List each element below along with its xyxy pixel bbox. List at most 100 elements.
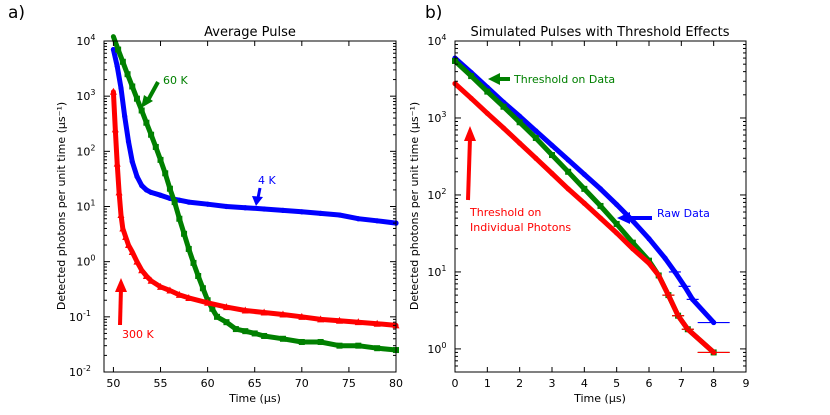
data-point [133, 257, 141, 265]
x-tick-label: 60 [201, 377, 215, 390]
data-point [646, 260, 652, 266]
data-point [242, 328, 249, 335]
data-point [115, 46, 122, 53]
y-tick-label: 10-1 [69, 309, 91, 324]
data-point [317, 315, 325, 323]
data-point [115, 188, 123, 196]
panel-b-ylabel: Detected photons per unit time (μs⁻¹) [408, 102, 421, 310]
annotation-raw-data-text: Raw Data [657, 207, 710, 220]
data-point [630, 246, 636, 252]
data-point [138, 107, 145, 114]
x-tick-label: 75 [342, 377, 356, 390]
data-point [299, 209, 305, 215]
panel-a-plot-area [109, 34, 400, 354]
data-point [110, 46, 117, 53]
data-point [242, 205, 248, 211]
data-point [143, 119, 150, 126]
data-point [581, 200, 587, 206]
data-point [298, 312, 306, 320]
data-point [119, 58, 126, 65]
y-tick-label: 104 [76, 33, 95, 48]
data-point [656, 272, 662, 279]
panel-a-label: a) [8, 3, 25, 23]
data-point [581, 185, 588, 192]
data-point [129, 83, 136, 90]
data-point [133, 95, 140, 102]
data-point [195, 272, 202, 279]
y-tick-label: 100 [427, 341, 446, 356]
panel-a: a) Average Pulse 50 55 60 65 70 75 80 10-2 10-1 1… [8, 3, 403, 405]
data-point [139, 182, 145, 189]
y-tick-label: 101 [427, 264, 446, 279]
data-point [232, 326, 239, 333]
panel-a-axes: 50 55 60 65 70 75 80 10-2 10-1 100 101 102 103 104 [69, 33, 403, 390]
series-60-k [110, 34, 399, 354]
series-300-k [109, 87, 400, 329]
data-point [597, 202, 604, 209]
annotation-300k-arrow-head [115, 278, 127, 292]
data-point [549, 142, 555, 149]
data-point [354, 318, 362, 326]
data-point [124, 71, 131, 78]
annotation-threshold-individual-text-2: Individual Photons [470, 221, 571, 234]
data-point [204, 298, 212, 306]
series-trail [110, 89, 399, 328]
data-point [124, 241, 132, 249]
y-tick-label: 103 [76, 88, 95, 103]
annotation-threshold-on-data-text: Threshold on Data [513, 73, 615, 86]
data-point [122, 113, 128, 119]
annotation-threshold-on-data-arrow-head [488, 73, 500, 85]
panel-b-axes: 0 1 2 3 4 5 6 7 8 9 100 101 102 103 104 [427, 33, 749, 390]
annotation-threshold-on-data: Threshold on Data [488, 73, 615, 86]
data-point [148, 131, 155, 138]
x-tick-label: 80 [389, 377, 403, 390]
x-tick-label: 5 [613, 377, 620, 390]
data-point [468, 73, 475, 80]
panel-a-xlabel: Time (μs) [228, 392, 281, 405]
data-point [142, 271, 150, 279]
annotation-60k: 60 K [141, 74, 188, 108]
data-point [468, 95, 474, 101]
annotation-4k-arrow-shaft [256, 187, 262, 199]
data-point [318, 210, 324, 216]
x-tick-label: 2 [516, 377, 523, 390]
data-point [355, 342, 362, 349]
data-point [190, 259, 197, 266]
data-point [171, 199, 178, 206]
data-point [118, 85, 124, 91]
annotation-300k-arrow-shaft [118, 287, 123, 326]
data-point [223, 203, 230, 210]
data-point [166, 185, 173, 192]
data-point [614, 201, 620, 208]
data-point [134, 173, 140, 180]
data-point [613, 220, 620, 227]
annotation-raw-data: Raw Data [617, 207, 710, 224]
data-point [298, 338, 305, 345]
data-point [143, 187, 149, 193]
data-point [279, 335, 286, 342]
x-tick-label: 70 [295, 377, 309, 390]
data-point [500, 125, 507, 131]
data-point [355, 216, 361, 222]
data-point [222, 303, 230, 311]
panel-a-title: Average Pulse [204, 25, 296, 40]
panel-b: b) Simulated Pulses with Threshold Effec… [408, 3, 750, 405]
data-point [279, 310, 287, 318]
series-trail [452, 55, 717, 325]
annotation-60k-arrow-head [141, 95, 153, 108]
data-point [117, 211, 125, 219]
series-trail [452, 81, 717, 355]
y-tick-label: 104 [427, 33, 446, 48]
data-point [549, 152, 555, 159]
panel-b-title: Simulated Pulses with Threshold Effects [470, 25, 729, 40]
data-point [111, 125, 119, 133]
data-point [205, 201, 211, 207]
panel-b-plot-area [452, 55, 730, 356]
data-point [549, 170, 555, 177]
annotation-4k: 4 K [252, 174, 276, 206]
data-point [241, 306, 249, 314]
x-tick-label: 8 [710, 377, 717, 390]
data-point [129, 159, 135, 165]
data-point [533, 128, 539, 134]
y-tick-label: 100 [76, 254, 95, 269]
